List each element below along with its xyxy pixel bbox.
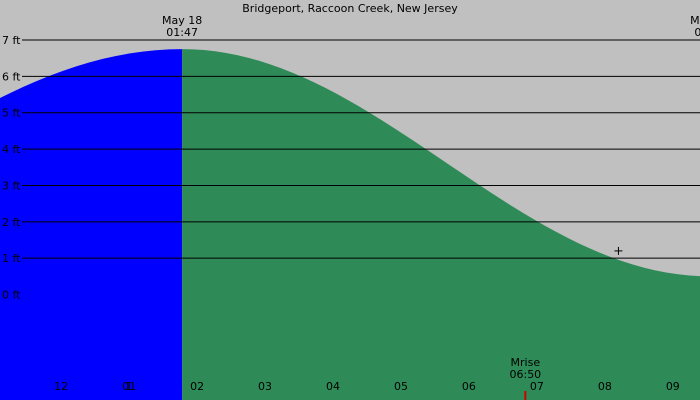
x-tick-label: 1 xyxy=(126,380,133,393)
x-tick-label: 02 xyxy=(190,380,204,393)
y-tick-label: 0 ft xyxy=(2,289,21,302)
moonrise-label: Mrise xyxy=(511,356,541,369)
x-tick-label: 03 xyxy=(258,380,272,393)
grid-lines xyxy=(22,39,700,259)
extreme-date-label: May 18 xyxy=(690,14,700,27)
x-tick-label: 09 xyxy=(666,380,680,393)
moonrise-time: 06:50 xyxy=(509,368,541,381)
x-tick-label: 08 xyxy=(598,380,612,393)
extreme-time-label: 01:47 xyxy=(166,26,198,39)
y-tick-label: 5 ft xyxy=(2,107,21,120)
y-tick-label: 6 ft xyxy=(2,70,21,83)
rising-tide-area xyxy=(0,49,183,400)
y-tick-label: 4 ft xyxy=(2,143,21,156)
y-tick-label: 2 ft xyxy=(2,216,21,229)
y-tick-label: 1 ft xyxy=(2,252,21,265)
y-tick-label: 3 ft xyxy=(2,179,21,192)
y-tick-label: 7 ft xyxy=(2,34,21,47)
x-tick-label: 07 xyxy=(530,380,544,393)
x-tick-label: 05 xyxy=(394,380,408,393)
y-axis-labels: 0 ft 1 ft 2 ft 3 ft 4 ft 5 ft 6 ft 7 ft xyxy=(2,34,21,302)
falling-tide-area xyxy=(182,49,700,400)
extreme-time-label: 09:33 xyxy=(694,26,700,39)
x-tick-label: 12 xyxy=(54,380,68,393)
tide-areas xyxy=(0,49,700,400)
extreme-date-label: May 18 xyxy=(162,14,202,27)
chart-title: Bridgeport, Raccoon Creek, New Jersey xyxy=(242,2,458,15)
x-tick-label: 04 xyxy=(326,380,340,393)
x-tick-label: 06 xyxy=(462,380,476,393)
x-axis-labels: 1120102030405060708091011120102030405060… xyxy=(54,380,680,393)
crosshair-cursor xyxy=(614,246,623,255)
x-tick-label: 01 xyxy=(122,380,136,393)
